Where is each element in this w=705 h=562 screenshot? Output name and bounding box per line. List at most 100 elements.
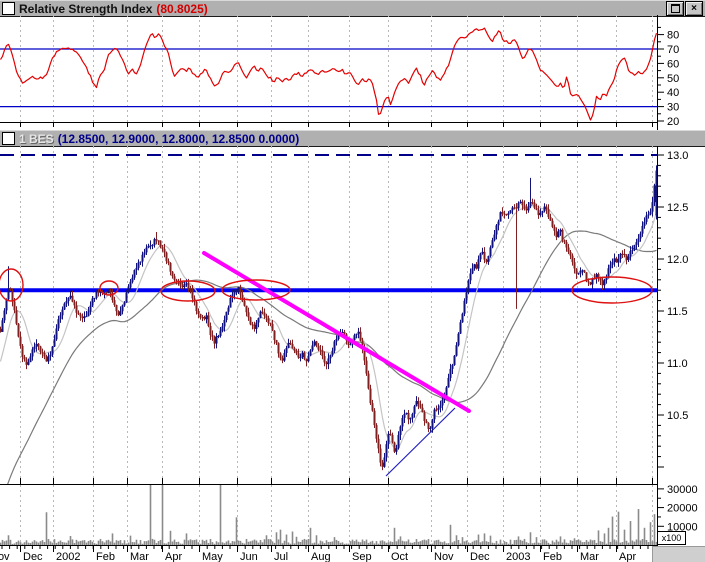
volume-bar [249,541,252,545]
volume-bar [57,541,60,545]
candle-body [449,368,452,378]
candle-body [355,333,358,336]
volume-bar [651,541,654,545]
candle-body [225,311,228,320]
highlight-ellipse[interactable] [99,280,119,296]
highlight-ellipse[interactable] [0,268,24,302]
candle-body [551,220,554,227]
candle-body [9,288,12,291]
volume-bar [315,535,318,545]
rsi-chart-pane[interactable]: 80 70 60 50 40 30 20 [0,15,705,130]
volume-bar [485,541,488,545]
volume-bar [243,543,246,545]
volume-bar [77,541,80,545]
volume-bar [647,542,650,545]
candle-body [201,316,204,318]
candle-body [239,287,242,295]
volume-bar [339,542,342,545]
volume-bar [285,534,288,545]
volume-tick-label: 30000 [667,485,698,496]
volume-bar [149,485,152,545]
candle-body [475,264,478,269]
candle-body [245,305,248,313]
highlight-ellipse[interactable] [571,276,653,304]
candle-body [585,272,588,282]
candle-body [189,289,192,291]
candle-body [589,282,592,285]
candle-body [417,400,420,405]
volume-bar [519,539,522,545]
rsi-titlebar[interactable]: Relative Strength Index (80.8025) × [0,0,705,17]
volume-bar [447,543,450,545]
volume-bar [625,540,628,545]
price-titlebar[interactable]: 1 BES (12.8500, 12.9000, 12.8000, 12.850… [0,130,705,147]
volume-bar [587,541,590,545]
candle-body [229,297,232,308]
volume-bar [313,542,316,545]
highlight-ellipse[interactable] [221,279,291,301]
restore-button[interactable] [666,1,684,16]
volume-bar [117,540,120,545]
candle-body [391,434,394,443]
candle-body [627,256,630,261]
volume-bar [499,539,502,545]
volume-chart-pane[interactable]: 30000 20000 10000 Nov Dec 2002 Feb Mar Apr May Jun… [0,485,705,562]
price-chart-pane[interactable]: 13.0 12.5 12.0 11.5 11.0 10.5 [0,146,705,485]
candle-body [331,350,334,356]
symbol-box-icon[interactable] [2,132,15,145]
candle-body [47,356,50,362]
volume-bar [591,540,594,545]
volume-bar [617,511,620,545]
volume-bar [123,540,126,545]
volume-bar [147,540,150,545]
volume-bars-layer[interactable] [0,485,658,545]
volume-bar [599,541,602,545]
volume-bar [79,540,82,545]
volume-bar [463,541,466,545]
volume-bar [349,541,352,545]
rsi-tick-label: 40 [667,87,679,99]
candle-body [361,340,364,349]
candle-body [143,252,146,255]
candle-body [45,356,48,362]
volume-bar [293,543,296,545]
candle-body [421,407,424,413]
candle-body [515,207,518,209]
candle-body [91,298,94,306]
candle-body [423,412,426,422]
volume-bar [237,540,240,545]
candle-body [147,246,150,248]
volume-bar [359,542,362,545]
candle-body [531,202,534,204]
candle-body [227,307,230,312]
candle-body [111,293,114,301]
volume-bar [635,539,638,545]
volume-bar [435,540,438,545]
volume-bar [109,541,112,545]
candles-layer[interactable] [0,165,658,471]
candle-body [107,289,110,294]
volume-bar [59,540,62,545]
candle-body [289,342,292,345]
highlight-ellipse[interactable] [160,280,216,302]
candle-body [385,444,388,458]
candle-body [113,300,116,306]
volume-bar [471,541,474,545]
candle-body [69,295,72,298]
volume-bar [261,542,264,545]
close-button[interactable]: × [685,1,703,16]
volume-bar [309,527,312,545]
slow-moving-average-line[interactable] [1,230,657,485]
candle-body [51,346,54,355]
magenta-downtrend-line[interactable] [202,251,471,413]
volume-bar [623,529,626,545]
candle-body [645,215,648,222]
candle-body [123,302,126,306]
volume-bar [219,485,222,545]
candle-body [359,331,362,341]
candle-body [503,213,506,215]
indicator-box-icon[interactable] [2,2,15,15]
rsi-line[interactable] [0,27,658,121]
uptrend-line[interactable] [385,407,456,477]
